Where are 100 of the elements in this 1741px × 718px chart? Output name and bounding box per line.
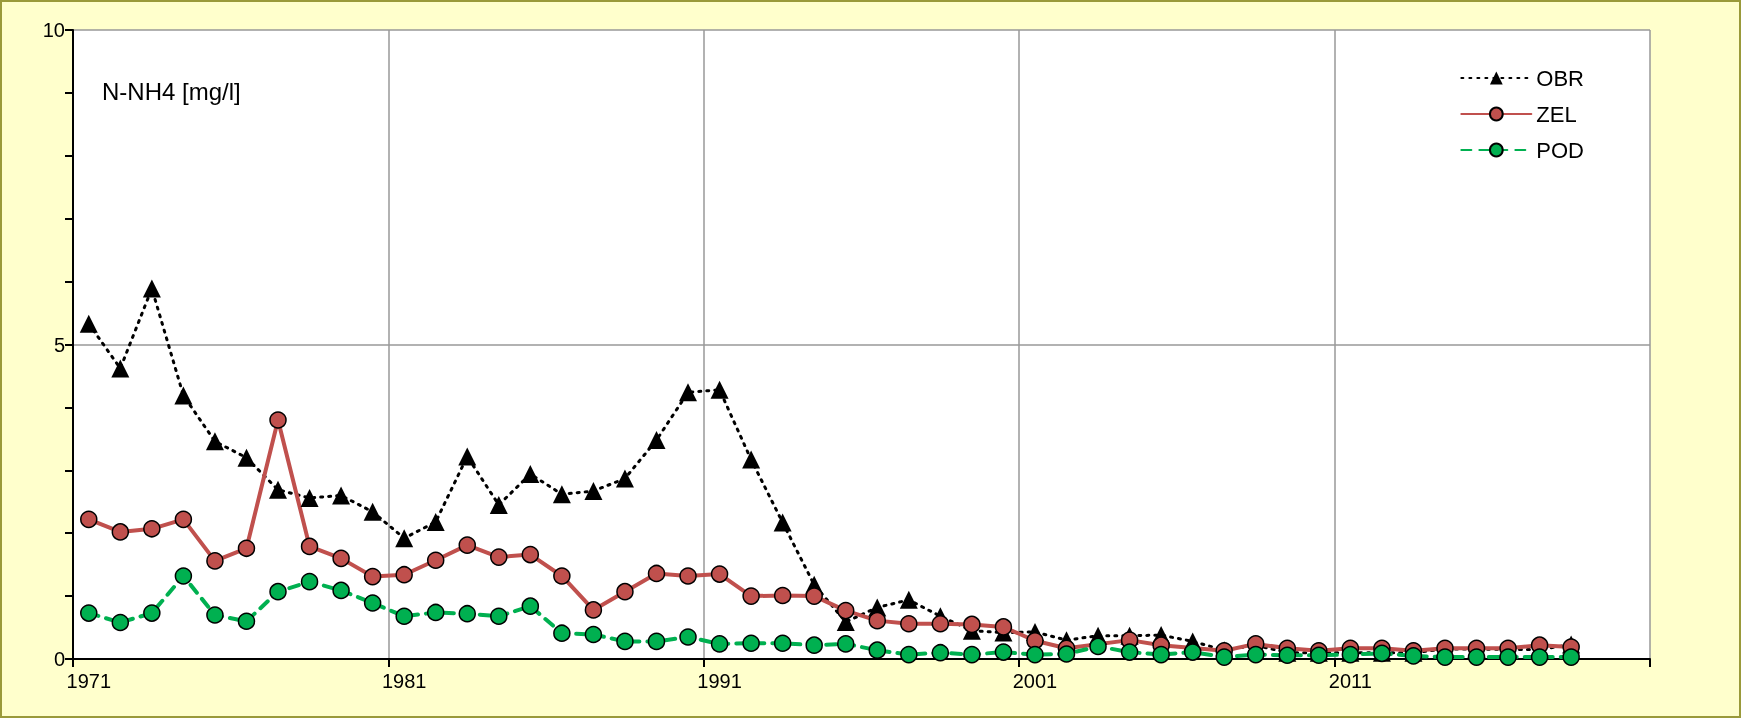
point — [994, 643, 1013, 661]
x-tick-label: 1991 — [697, 670, 742, 692]
point — [490, 548, 508, 566]
point — [363, 594, 382, 612]
point — [205, 432, 224, 451]
point — [458, 447, 477, 466]
point — [710, 635, 729, 653]
point — [868, 611, 887, 630]
point — [742, 450, 761, 469]
point — [552, 485, 571, 504]
point — [521, 545, 540, 564]
point — [143, 520, 161, 538]
point — [710, 380, 729, 399]
point — [710, 565, 729, 583]
legend-label: POD — [1536, 137, 1585, 163]
point — [426, 512, 445, 531]
point — [773, 634, 792, 653]
point — [174, 567, 193, 585]
point — [489, 495, 508, 514]
point — [647, 564, 666, 583]
point — [426, 603, 445, 622]
point — [332, 486, 351, 505]
point — [80, 510, 98, 529]
point — [899, 590, 918, 609]
point — [332, 549, 350, 568]
point — [1120, 643, 1139, 661]
point — [111, 613, 130, 632]
point — [269, 582, 287, 601]
point — [900, 615, 918, 633]
legend-label: ZEL — [1536, 101, 1577, 127]
text: N-NH4 [mg/l] — [102, 77, 241, 105]
point — [931, 643, 950, 662]
point — [237, 612, 256, 631]
point — [395, 529, 414, 548]
point — [616, 582, 634, 601]
point — [805, 636, 823, 654]
point — [1215, 648, 1233, 666]
y-tick-label: 0 — [53, 648, 65, 670]
point — [963, 645, 981, 664]
point — [521, 597, 540, 615]
point — [237, 539, 256, 558]
point — [1057, 645, 1076, 663]
point — [1467, 648, 1486, 666]
point — [490, 607, 508, 625]
point — [111, 523, 130, 541]
point — [1152, 645, 1170, 664]
point — [426, 551, 445, 569]
point — [206, 606, 224, 624]
point — [458, 604, 476, 623]
point — [679, 567, 697, 585]
point — [269, 411, 287, 429]
point — [79, 314, 98, 333]
point — [584, 482, 603, 501]
x-tick-label: 2011 — [1328, 670, 1372, 692]
point — [1183, 643, 1202, 661]
y-tick-label: 5 — [53, 333, 65, 356]
point — [300, 537, 319, 556]
point — [679, 628, 697, 646]
point — [1562, 648, 1580, 666]
x-tick-label: 2001 — [1012, 670, 1058, 692]
point — [868, 641, 887, 659]
point — [837, 635, 855, 653]
point — [143, 604, 161, 622]
point — [111, 359, 130, 378]
point — [963, 615, 981, 634]
point — [142, 279, 161, 298]
point — [615, 469, 634, 488]
point — [1026, 632, 1044, 650]
point — [1089, 637, 1107, 656]
point — [994, 618, 1013, 636]
point — [584, 601, 603, 619]
point — [332, 581, 350, 600]
point — [773, 586, 792, 605]
point — [647, 431, 666, 450]
point — [805, 587, 823, 605]
y-tick-label: 10 — [42, 19, 65, 41]
point — [458, 536, 476, 554]
point — [616, 632, 634, 651]
point — [679, 383, 698, 402]
point — [395, 607, 413, 625]
point — [584, 625, 603, 644]
point — [647, 632, 666, 651]
point — [237, 448, 256, 467]
point — [363, 502, 382, 521]
legend-label: OBR — [1536, 65, 1585, 91]
point — [1404, 647, 1423, 665]
point — [206, 552, 224, 570]
point — [395, 565, 413, 584]
point — [1247, 645, 1265, 664]
point — [742, 587, 760, 605]
point — [269, 480, 288, 499]
point — [553, 567, 571, 585]
point — [363, 567, 382, 586]
point — [80, 604, 98, 622]
point — [553, 624, 571, 642]
point — [900, 645, 918, 664]
point — [742, 634, 760, 653]
point — [300, 488, 319, 507]
point — [1499, 648, 1517, 666]
point — [174, 386, 193, 405]
